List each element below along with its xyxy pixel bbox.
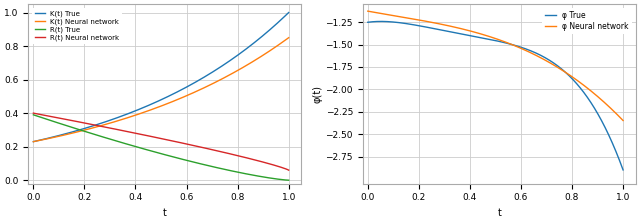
R(t) True: [29, 113, 37, 116]
K(t) Neural network: [151, 107, 159, 110]
R(t) Neural network: [285, 169, 292, 171]
K(t) Neural network: [152, 107, 160, 109]
R(t) True: [151, 151, 159, 153]
φ Neural network: [502, 41, 509, 44]
R(t) True: [278, 178, 286, 181]
K(t) True: [285, 11, 292, 14]
K(t) Neural network: [29, 140, 37, 143]
φ Neural network: [620, 119, 627, 122]
φ True: [620, 168, 627, 171]
R(t) True: [239, 172, 246, 174]
φ True: [364, 21, 372, 24]
R(t) Neural network: [29, 112, 37, 115]
φ True: [502, 42, 510, 44]
K(t) Neural network: [285, 36, 292, 39]
R(t) Neural network: [278, 166, 286, 169]
K(t) Neural network: [182, 95, 189, 98]
φ True: [614, 154, 621, 157]
φ True: [573, 83, 581, 86]
φ Neural network: [364, 10, 372, 12]
R(t) Neural network: [152, 136, 160, 139]
R(t) Neural network: [151, 136, 159, 139]
φ True: [516, 46, 524, 48]
φ True: [377, 20, 385, 23]
R(t) True: [285, 179, 292, 182]
K(t) True: [151, 101, 159, 104]
X-axis label: t: t: [163, 208, 167, 218]
R(t) True: [168, 155, 175, 158]
R(t) Neural network: [168, 139, 175, 142]
R(t) True: [182, 159, 189, 161]
K(t) Neural network: [168, 101, 175, 103]
Line: R(t) Neural network: R(t) Neural network: [33, 113, 289, 170]
K(t) True: [29, 140, 37, 143]
R(t) Neural network: [182, 142, 189, 145]
Legend: K(t) True, K(t) Neural network, R(t) True, R(t) Neural network: K(t) True, K(t) Neural network, R(t) Tru…: [32, 8, 122, 44]
φ Neural network: [573, 79, 581, 82]
K(t) True: [152, 101, 160, 103]
φ Neural network: [516, 46, 524, 49]
Line: φ True: φ True: [368, 22, 623, 170]
φ Neural network: [613, 113, 621, 116]
X-axis label: t: t: [497, 208, 501, 218]
K(t) Neural network: [278, 41, 286, 44]
K(t) True: [168, 93, 175, 96]
φ Neural network: [487, 36, 495, 38]
Line: K(t) Neural network: K(t) Neural network: [33, 38, 289, 142]
Line: K(t) True: K(t) True: [33, 13, 289, 142]
R(t) Neural network: [239, 156, 246, 158]
K(t) True: [239, 50, 246, 53]
Legend: φ True, φ Neural network: φ True, φ Neural network: [542, 8, 632, 34]
φ Neural network: [485, 35, 493, 38]
K(t) True: [182, 86, 189, 89]
K(t) True: [278, 17, 286, 20]
Line: φ Neural network: φ Neural network: [368, 11, 623, 121]
R(t) True: [152, 151, 160, 154]
K(t) Neural network: [239, 66, 246, 69]
Line: R(t) True: R(t) True: [33, 115, 289, 180]
φ True: [486, 38, 493, 41]
φ True: [487, 38, 495, 41]
Y-axis label: φ(t): φ(t): [312, 85, 323, 103]
